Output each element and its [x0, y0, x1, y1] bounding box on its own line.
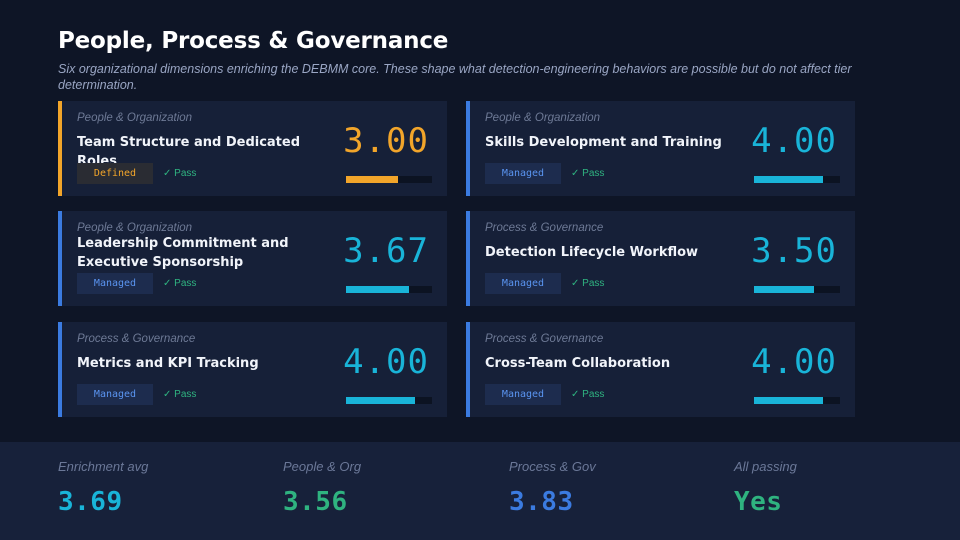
summary-footer: Enrichment avg 3.69 People & Org 3.56 Pr…	[0, 442, 960, 540]
score-bar	[346, 397, 432, 404]
summary-label: Process & Gov	[509, 459, 596, 474]
card-accent-bar	[466, 101, 470, 196]
maturity-badge: Managed	[485, 163, 561, 184]
summary-label: Enrichment avg	[58, 459, 149, 474]
card-category: People & Organization	[77, 222, 193, 234]
card-category: People & Organization	[485, 112, 601, 124]
dimension-card-leadership-commitment: People & Organization Leadership Commitm…	[58, 211, 447, 306]
summary-value: 3.69	[58, 487, 123, 517]
card-title: Skills Development and Training	[485, 135, 722, 150]
summary-stat-process-gov: Process & Gov 3.83	[509, 459, 596, 517]
pass-status: ✓ Pass	[163, 278, 197, 289]
dimension-card-metrics-kpi: Process & Governance Metrics and KPI Tra…	[58, 322, 447, 417]
card-accent-bar	[466, 211, 470, 306]
pass-status: ✓ Pass	[163, 389, 197, 400]
dimension-card-team-structure: People & Organization Team Structure and…	[58, 101, 447, 196]
score-value: 3.50	[751, 231, 837, 271]
page-title: People, Process & Governance	[58, 28, 449, 54]
card-category: Process & Governance	[485, 222, 604, 234]
card-title: Metrics and KPI Tracking	[77, 356, 259, 371]
score-value: 4.00	[751, 342, 837, 382]
summary-value: Yes	[734, 487, 783, 517]
score-value: 4.00	[751, 121, 837, 161]
summary-label: People & Org	[283, 459, 362, 474]
card-accent-bar	[58, 322, 62, 417]
summary-value: 3.83	[509, 487, 574, 517]
card-accent-bar	[58, 211, 62, 306]
score-bar	[754, 176, 840, 183]
score-bar	[754, 286, 840, 293]
score-value: 4.00	[343, 342, 429, 382]
card-category: Process & Governance	[77, 333, 196, 345]
card-title: Cross-Team Collaboration	[485, 356, 671, 371]
maturity-badge: Managed	[77, 273, 153, 294]
dimension-card-skills-development: People & Organization Skills Development…	[466, 101, 855, 196]
page-subtitle: Six organizational dimensions enriching …	[58, 62, 852, 92]
score-value: 3.67	[343, 231, 429, 271]
score-bar-fill	[346, 397, 415, 404]
score-bar-fill	[754, 286, 815, 293]
pass-status: ✓ Pass	[571, 168, 605, 179]
card-title: Leadership Commitment and Executive Spon…	[77, 236, 289, 270]
pass-status: ✓ Pass	[163, 168, 197, 179]
card-category: People & Organization	[77, 112, 193, 124]
maturity-badge: Managed	[77, 384, 153, 405]
dimension-card-detection-lifecycle: Process & Governance Detection Lifecycle…	[466, 211, 855, 306]
score-bar	[754, 397, 840, 404]
maturity-badge: Managed	[485, 273, 561, 294]
card-accent-bar	[58, 101, 62, 196]
maturity-badge: Defined	[77, 163, 153, 184]
score-bar	[346, 286, 432, 293]
card-accent-bar	[466, 322, 470, 417]
score-bar-fill	[346, 286, 410, 293]
dimension-card-cross-team-collaboration: Process & Governance Cross-Team Collabor…	[466, 322, 855, 417]
score-bar-fill	[346, 176, 398, 183]
summary-label: All passing	[734, 459, 797, 474]
score-bar-fill	[754, 176, 823, 183]
score-bar	[346, 176, 432, 183]
summary-stat-enrichment-avg: Enrichment avg 3.69	[58, 459, 149, 517]
card-category: Process & Governance	[485, 333, 604, 345]
maturity-badge: Managed	[485, 384, 561, 405]
score-value: 3.00	[343, 121, 429, 161]
pass-status: ✓ Pass	[571, 278, 605, 289]
score-bar-fill	[754, 397, 823, 404]
summary-value: 3.56	[283, 487, 348, 517]
summary-stat-all-passing: All passing Yes	[734, 459, 797, 517]
pass-status: ✓ Pass	[571, 389, 605, 400]
card-title: Detection Lifecycle Workflow	[485, 245, 699, 260]
summary-stat-people-org: People & Org 3.56	[283, 459, 362, 517]
